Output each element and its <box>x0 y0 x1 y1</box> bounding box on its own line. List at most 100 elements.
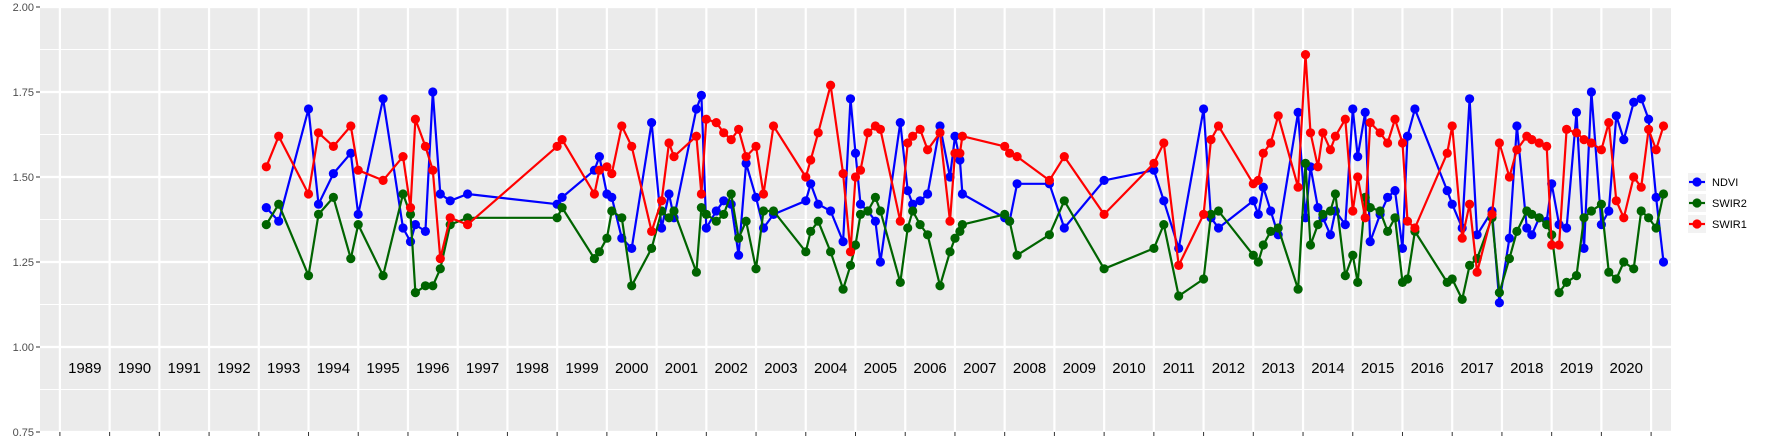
ndvi-point <box>353 209 363 219</box>
swir2-point <box>845 260 856 270</box>
year-label: 2016 <box>1411 360 1444 377</box>
swir1-point <box>719 128 729 138</box>
swir2-point <box>826 247 836 257</box>
swir1-point <box>1542 141 1552 151</box>
swir2-point <box>1383 226 1393 236</box>
swir1-point <box>669 152 679 162</box>
year-label: 2011 <box>1163 360 1195 377</box>
swir2-point <box>346 254 356 264</box>
swir1-point <box>1149 158 1159 168</box>
ndvi-point <box>1658 257 1669 267</box>
swir2-point <box>1465 260 1475 270</box>
swir2-point <box>1534 213 1544 223</box>
swir1-point <box>552 141 562 151</box>
swir2-point <box>691 267 702 277</box>
swir2-point <box>813 216 823 226</box>
ndvi-point <box>950 131 960 141</box>
swir1-point <box>353 165 363 175</box>
year-label: 2004 <box>814 360 847 377</box>
ndvi-point <box>1365 237 1375 247</box>
swir2-point <box>405 209 416 219</box>
swir1-point <box>945 216 955 226</box>
ndvi-point <box>1059 223 1069 233</box>
swir1-point <box>1611 196 1621 206</box>
series-layer <box>261 50 1669 308</box>
ndvi-point <box>594 152 605 162</box>
year-label: 2007 <box>963 360 996 377</box>
swir1-point <box>1273 111 1283 121</box>
ndvi-point <box>405 237 416 247</box>
year-label: 1995 <box>366 360 399 377</box>
ndvi-point <box>328 169 338 179</box>
swir1-point <box>1619 213 1629 223</box>
swir2-point <box>669 206 679 216</box>
swir1-point <box>313 128 324 138</box>
grid <box>40 5 1671 434</box>
swir1-point <box>726 135 736 145</box>
y-tick-label: 1.50 <box>13 172 34 184</box>
swir1-point <box>915 124 925 134</box>
year-label: 2009 <box>1063 360 1096 377</box>
swir1-point <box>908 131 918 141</box>
swir1-point <box>734 124 744 134</box>
swir1-point <box>1402 216 1413 226</box>
legend-key-point <box>1692 198 1702 208</box>
swir2-point <box>261 220 271 230</box>
swir1-point <box>428 165 438 175</box>
swir1-point <box>1353 172 1363 182</box>
ndvi-point <box>445 196 455 206</box>
ndvi-point <box>923 189 933 199</box>
swir1-point <box>1596 145 1606 155</box>
swir2-point <box>1000 209 1010 219</box>
swir1-point <box>1012 152 1022 162</box>
ndvi-point <box>1644 114 1654 124</box>
ndvi-point <box>806 179 816 189</box>
ndvi-point <box>1397 243 1408 253</box>
year-label: 2010 <box>1112 360 1145 377</box>
swir1-point <box>1313 162 1323 172</box>
ndvi-point <box>378 94 388 104</box>
swir2-point <box>701 209 711 219</box>
ndvi-point <box>346 148 356 158</box>
swir2-point <box>1273 223 1283 233</box>
ndvi-point <box>1651 192 1661 202</box>
swir2-point <box>915 220 925 230</box>
swir1-point <box>445 213 455 223</box>
swir1-point <box>806 155 816 165</box>
swir1-point <box>1658 121 1669 131</box>
year-label: 2003 <box>764 360 797 377</box>
swir1-point <box>602 162 612 172</box>
swir2-point <box>274 199 284 209</box>
swir1-point <box>1636 182 1646 192</box>
year-label: 2002 <box>714 360 747 377</box>
ndvi-point <box>957 189 968 199</box>
swir1-point <box>328 141 338 151</box>
ndvi-point <box>274 216 284 226</box>
swir1-point <box>1651 145 1661 155</box>
swir1-point <box>1059 152 1069 162</box>
swir1-point <box>1005 148 1015 158</box>
swir1-point <box>1253 175 1263 185</box>
ndvi-point <box>1619 135 1629 145</box>
swir1-point <box>1571 128 1582 138</box>
year-label: 1993 <box>267 360 300 377</box>
swir2-point <box>1213 206 1224 216</box>
swir2-point <box>1527 209 1537 219</box>
ndvi-point <box>850 148 861 158</box>
swir2-point <box>945 247 955 257</box>
swir2-point <box>801 247 811 257</box>
swir2-point <box>1005 216 1015 226</box>
swir1-point <box>1293 182 1303 192</box>
swir1-point <box>1318 128 1328 138</box>
ndvi-point <box>1579 243 1589 253</box>
swir1-point <box>261 162 271 172</box>
ndvi-point <box>826 206 836 216</box>
swir2-point <box>1447 274 1457 284</box>
year-label: 2006 <box>913 360 946 377</box>
swir2-point <box>1365 203 1375 213</box>
swir2-point <box>428 281 438 291</box>
swir1-point <box>594 165 605 175</box>
legend-item-swir2: SWIR2 <box>1688 194 1747 212</box>
year-label: 2018 <box>1510 360 1543 377</box>
swir1-point <box>1199 209 1209 219</box>
